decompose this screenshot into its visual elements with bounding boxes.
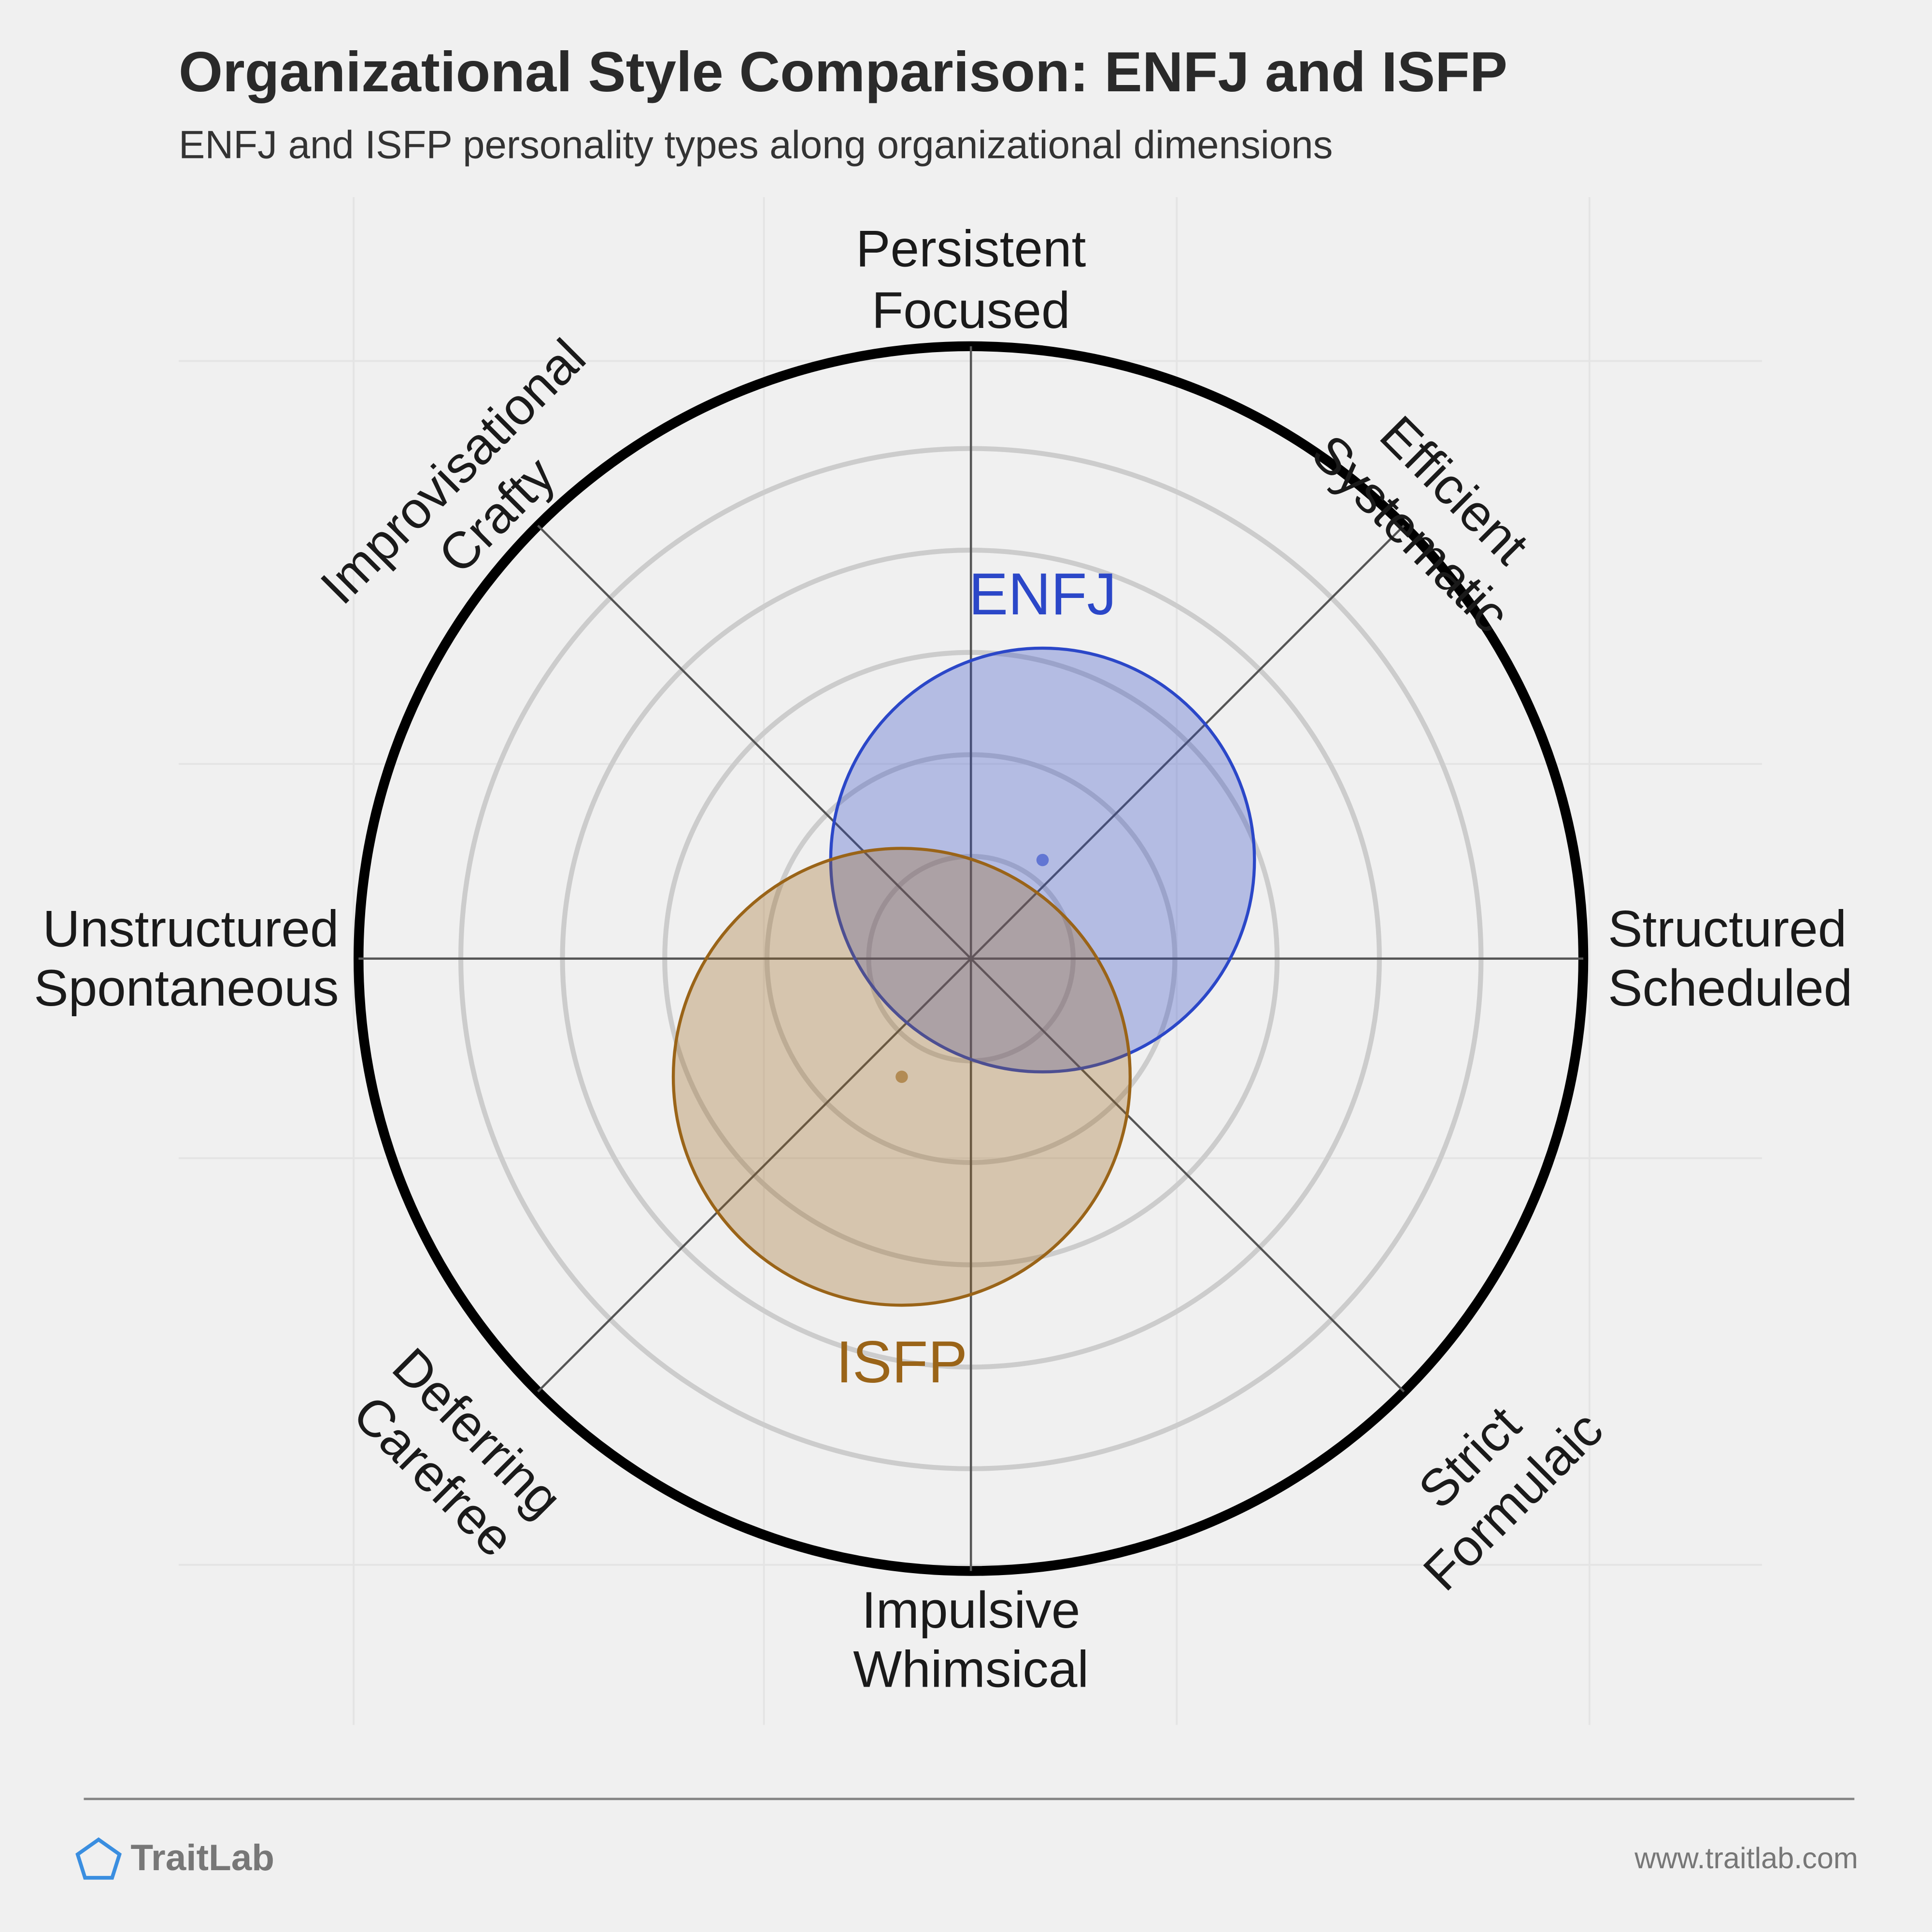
axis-line [970,525,1405,960]
axis-label-line: Persistent [856,219,1086,277]
chart-title: Organizational Style Comparison: ENFJ an… [179,40,1507,103]
axis-label-line: Impulsive [862,1581,1080,1639]
axis-line [537,958,972,1392]
axis-line [537,525,972,960]
axis-label-line: Scheduled [1608,959,1852,1017]
axis-label-line: Unstructured [43,899,339,957]
chart-subtitle: ENFJ and ISFP personality types along or… [179,123,1333,167]
series-label: ENFJ [968,561,1116,627]
footer-brand: TraitLab [130,1837,274,1878]
logo-icon [75,1837,122,1880]
footer-url: www.traitlab.com [1634,1842,1858,1875]
axis-label-line: Whimsical [853,1640,1089,1698]
axis-label-line: Focused [872,281,1070,339]
series-label: ISFP [836,1329,967,1395]
axis-line [970,958,1405,1392]
axis-label-line: Spontaneous [34,959,339,1017]
type-center [1036,853,1049,867]
type-center [895,1070,908,1083]
axis-label-line: Structured [1608,899,1847,957]
